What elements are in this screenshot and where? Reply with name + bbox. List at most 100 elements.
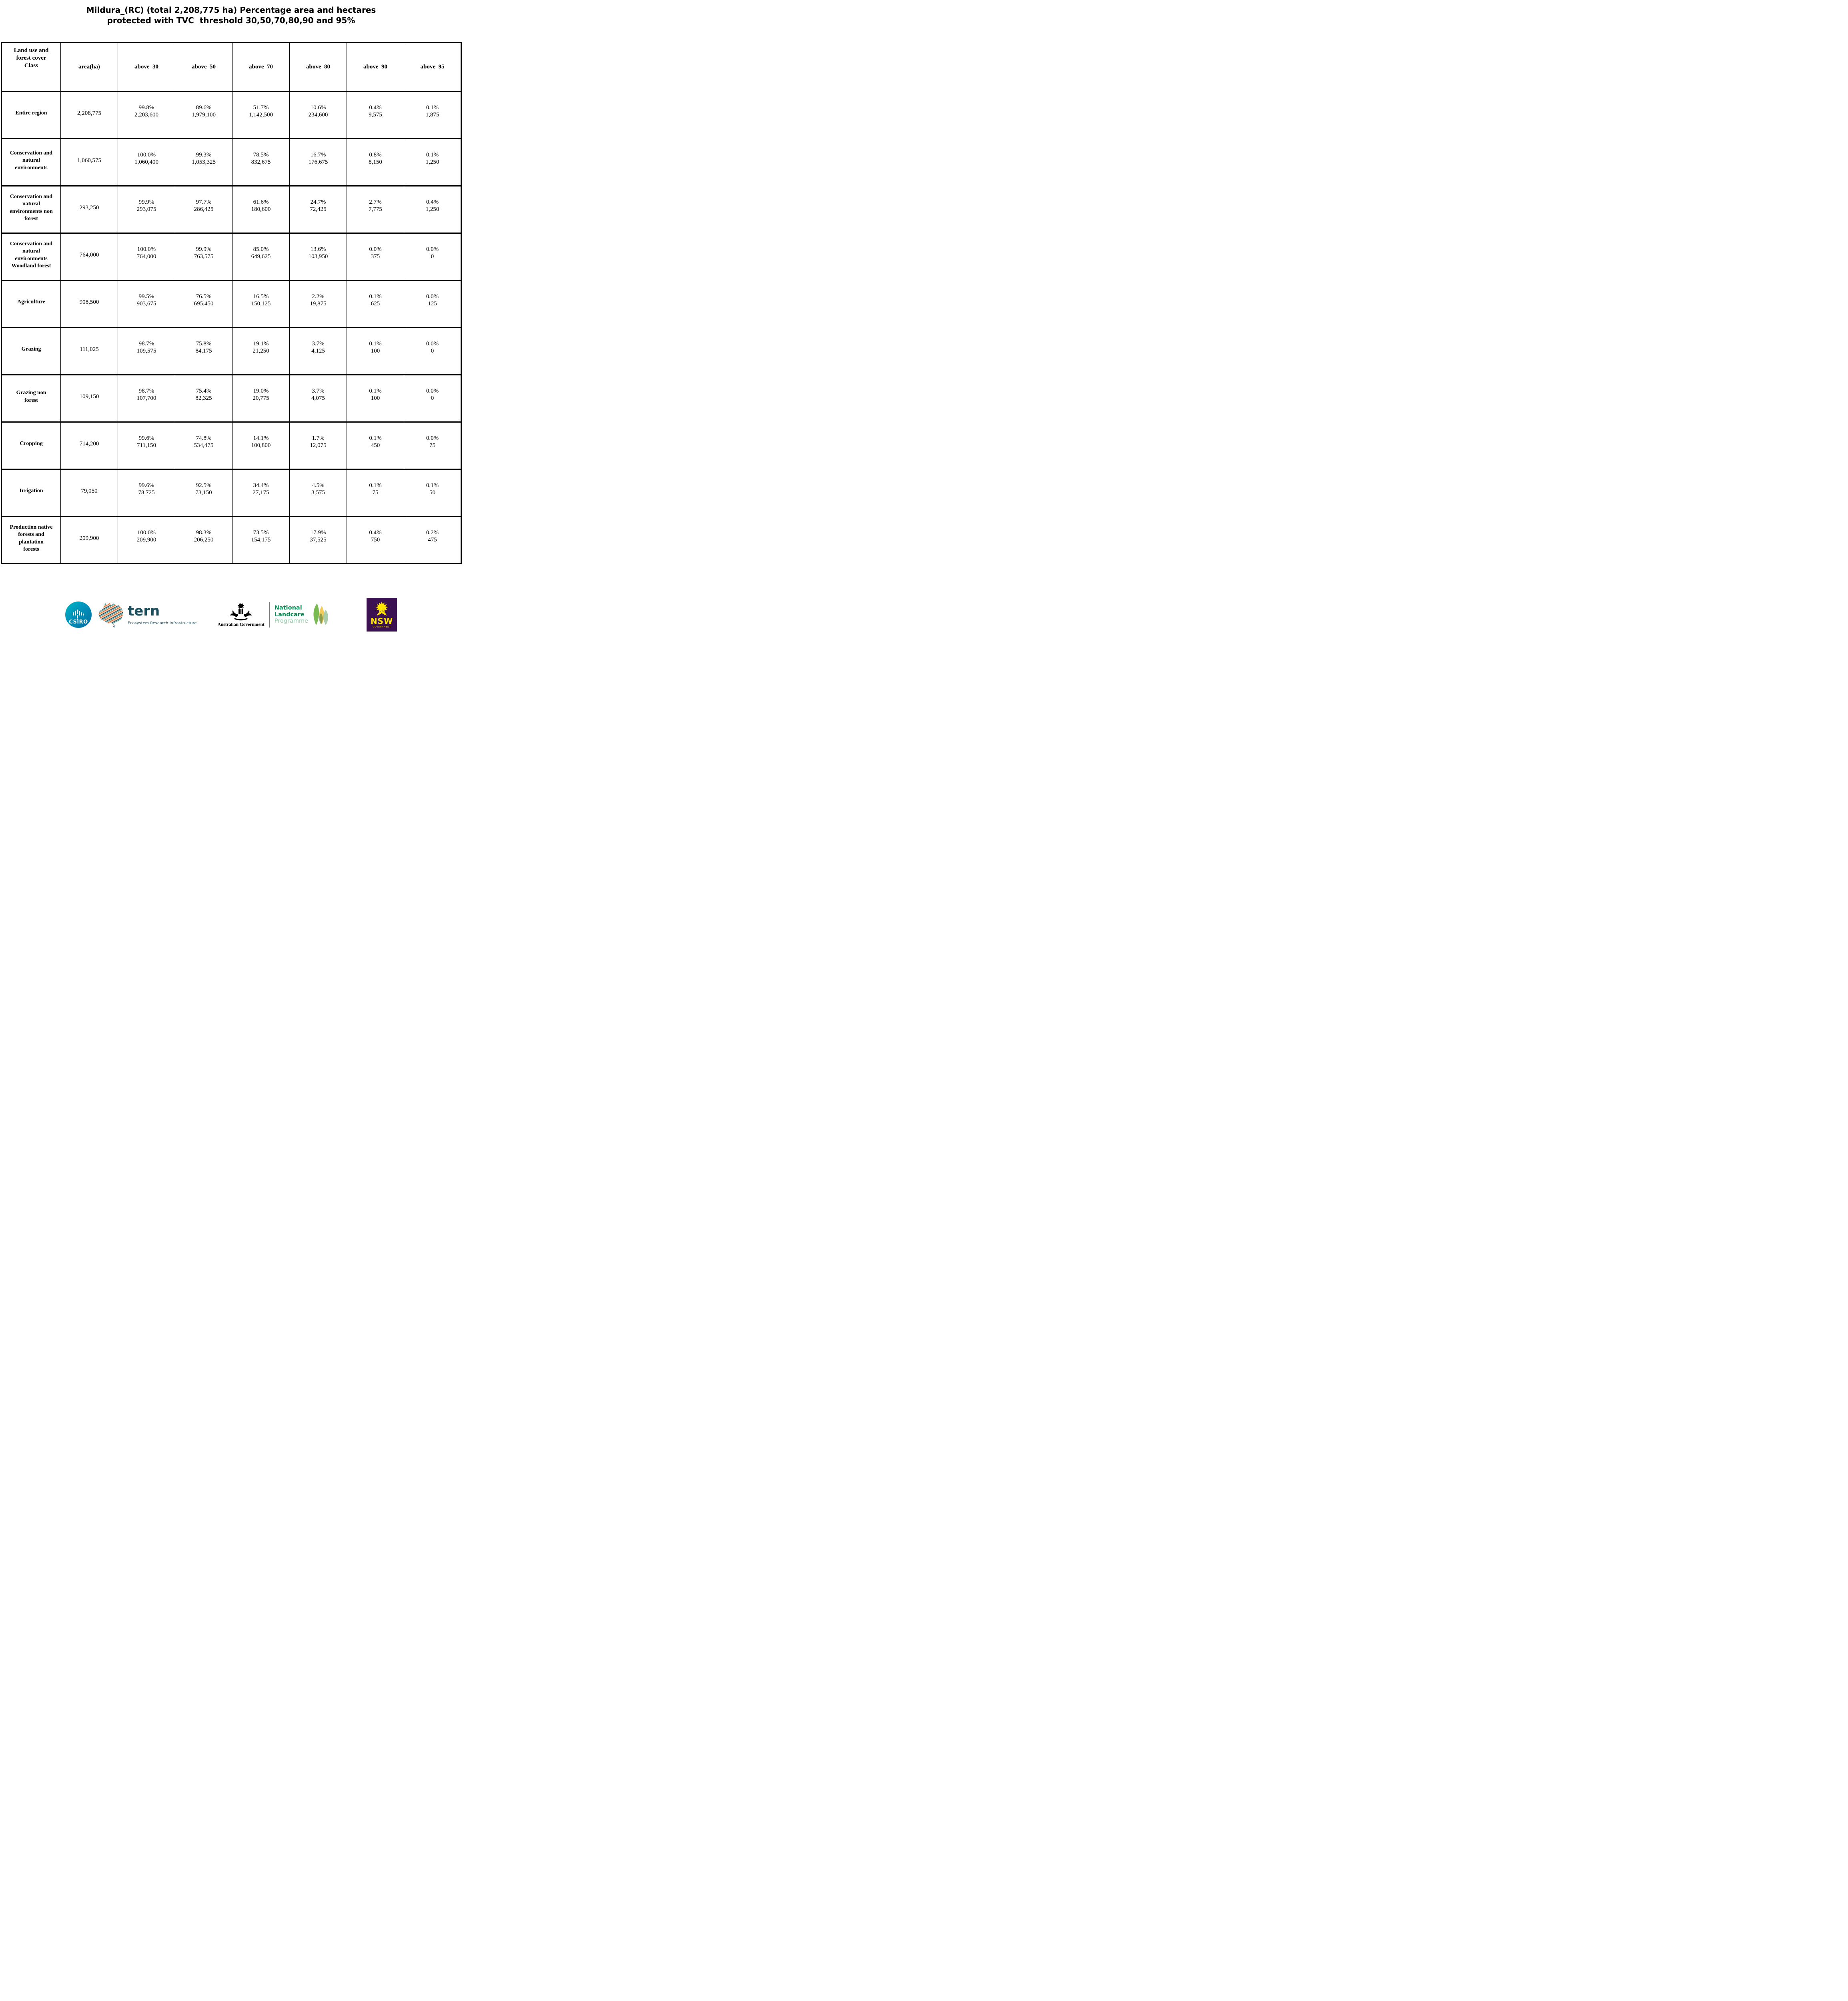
pct-value: 99.9% <box>196 246 212 253</box>
area-cell: 908,500 <box>60 280 118 328</box>
row-label: Irrigation <box>1 469 61 517</box>
land-use-table: Land use and forest cover Class area(ha)… <box>1 42 462 564</box>
pct-cell: 76.5% 695,450 <box>175 280 233 328</box>
pct-value: 85.0% <box>253 246 269 253</box>
pct-value: 0.0% <box>426 387 439 394</box>
ha-value: 763,575 <box>194 253 214 260</box>
ha-value: 150,125 <box>251 300 271 307</box>
pct-cell: 0.2% 475 <box>404 516 461 564</box>
pct-cell: 0.1% 50 <box>404 469 461 517</box>
pct-cell: 13.6% 103,950 <box>289 233 347 281</box>
pct-cell: 89.6% 1,979,100 <box>175 91 233 139</box>
pct-cell: 0.1% 625 <box>347 280 404 328</box>
ha-value: 711,150 <box>136 442 156 449</box>
pct-cell: 19.0% 20,775 <box>232 375 290 422</box>
pct-value: 75.8% <box>196 340 212 347</box>
pct-cell: 0.1% 75 <box>347 469 404 517</box>
pct-value: 4.5% <box>312 482 325 489</box>
nsw-waratah-icon <box>375 601 389 616</box>
col-header-above50: above_50 <box>175 42 233 92</box>
pct-value: 19.0% <box>253 387 269 394</box>
pct-cell: 74.8% 534,475 <box>175 422 233 469</box>
ha-value: 4,075 <box>311 395 325 401</box>
ha-value: 176,675 <box>308 158 328 165</box>
ha-value: 78,725 <box>138 489 155 496</box>
table-row: Grazing non forest 109,150 98.7% 107,700 … <box>1 375 461 422</box>
ha-value: 903,675 <box>136 300 156 307</box>
pct-value: 76.5% <box>196 293 212 300</box>
pct-value: 0.8% <box>369 151 382 158</box>
ha-value: 100 <box>371 395 380 401</box>
table-row: Irrigation 79,050 99.6% 78,725 92.5% 73,15… <box>1 469 461 517</box>
nsw-government-label: GOVERNMENT <box>373 626 391 628</box>
pct-value: 0.0% <box>369 246 382 253</box>
pct-value: 0.4% <box>369 104 382 111</box>
pct-value: 51.7% <box>253 104 269 111</box>
tern-logo: tern Ecosystem Research Infrastructure <box>128 604 197 626</box>
pct-cell: 99.6% 711,150 <box>118 422 175 469</box>
ha-value: 234,600 <box>308 111 328 118</box>
pct-cell: 51.7% 1,142,500 <box>232 91 290 139</box>
pct-value: 99.5% <box>138 293 154 300</box>
ha-value: 75 <box>429 442 435 449</box>
area-cell: 764,000 <box>60 233 118 281</box>
pct-value: 89.6% <box>196 104 212 111</box>
row-label: Production native forests and plantation… <box>1 516 61 564</box>
row-label: Conservation and natural environments Wo… <box>1 233 61 281</box>
ha-value: 1,053,325 <box>192 158 216 165</box>
pct-value: 0.2% <box>426 529 439 536</box>
ha-value: 1,979,100 <box>192 111 216 118</box>
pct-cell: 100.0% 764,000 <box>118 233 175 281</box>
pct-cell: 0.0% 125 <box>404 280 461 328</box>
pct-cell: 0.1% 100 <box>347 375 404 422</box>
pct-value: 2.2% <box>312 293 325 300</box>
pct-cell: 0.0% 0 <box>404 375 461 422</box>
ha-value: 9,575 <box>369 111 382 118</box>
ha-value: 21,250 <box>253 347 269 354</box>
area-cell: 209,900 <box>60 516 118 564</box>
ha-value: 695,450 <box>194 300 214 307</box>
pct-value: 0.0% <box>426 246 439 253</box>
pct-value: 61.6% <box>253 198 269 205</box>
pct-cell: 99.9% 763,575 <box>175 233 233 281</box>
pct-value: 100.0% <box>137 246 156 253</box>
pct-cell: 100.0% 1,060,400 <box>118 138 175 186</box>
ha-value: 12,075 <box>310 442 327 449</box>
pct-value: 13.6% <box>310 246 326 253</box>
pct-cell: 98.7% 107,700 <box>118 375 175 422</box>
table-row: Entire region 2,208,775 99.8% 2,203,600 8… <box>1 91 461 139</box>
pct-value: 24.7% <box>310 198 326 205</box>
ha-value: 0 <box>431 253 434 260</box>
pct-value: 0.0% <box>426 435 439 441</box>
ha-value: 534,475 <box>194 442 214 449</box>
ha-value: 107,700 <box>136 395 156 401</box>
pct-value: 92.5% <box>196 482 212 489</box>
pct-cell: 75.4% 82,325 <box>175 375 233 422</box>
pct-cell: 14.1% 100,800 <box>232 422 290 469</box>
ha-value: 1,142,500 <box>249 111 273 118</box>
pct-value: 73.5% <box>253 529 269 536</box>
pct-cell: 61.6% 180,600 <box>232 186 290 233</box>
col-header-above80: above_80 <box>289 42 347 92</box>
nsw-government-logo: NSW GOVERNMENT <box>367 598 397 632</box>
pct-cell: 0.4% 9,575 <box>347 91 404 139</box>
pct-value: 98.3% <box>196 529 212 536</box>
pct-cell: 0.0% 375 <box>347 233 404 281</box>
col-header-class: Land use and forest cover Class <box>1 42 61 92</box>
ha-value: 0 <box>431 347 434 354</box>
pct-value: 99.3% <box>196 151 212 158</box>
ha-value: 3,575 <box>311 489 325 496</box>
pct-value: 99.6% <box>138 435 154 441</box>
pct-cell: 0.1% 1,250 <box>404 138 461 186</box>
ha-value: 750 <box>371 536 380 543</box>
area-cell: 2,208,775 <box>60 91 118 139</box>
pct-cell: 0.1% 1,875 <box>404 91 461 139</box>
area-cell: 293,250 <box>60 186 118 233</box>
pct-value: 1.7% <box>312 435 325 441</box>
pct-cell: 85.0% 649,625 <box>232 233 290 281</box>
pct-cell: 19.1% 21,250 <box>232 327 290 375</box>
ha-value: 2,203,600 <box>134 111 158 118</box>
ha-value: 180,600 <box>251 206 271 213</box>
pct-cell: 0.0% 0 <box>404 233 461 281</box>
table-row: Cropping 714,200 99.6% 711,150 74.8% 534,4… <box>1 422 461 469</box>
